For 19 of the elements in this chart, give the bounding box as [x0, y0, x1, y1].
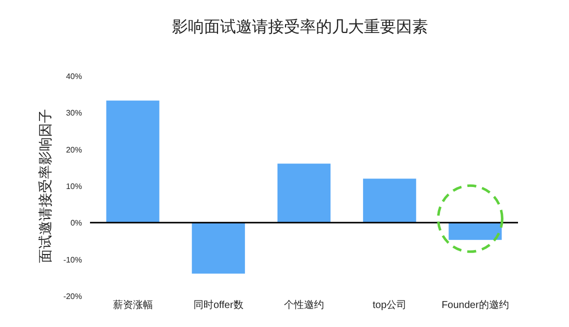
y-tick-label: 10%	[66, 182, 82, 191]
x-tick-label: 同时offer数	[193, 299, 244, 311]
y-axis-title: 面试邀请接受率影响因子	[37, 109, 53, 263]
y-tick-label: 40%	[66, 72, 82, 81]
y-tick-label: -20%	[63, 292, 82, 301]
bar	[106, 100, 160, 223]
y-tick-label: 20%	[66, 145, 82, 154]
bar	[277, 164, 331, 223]
y-tick-label: 30%	[66, 108, 82, 118]
bar	[448, 222, 502, 240]
x-tick-label: Founder的邀约	[442, 299, 509, 311]
chart-title: 影响面试邀请接受率的几大重要因素	[172, 18, 428, 36]
y-tick-label: -10%	[63, 255, 82, 264]
x-tick-label: 薪资涨幅	[112, 299, 153, 311]
x-tick-label: 个性邀约	[284, 299, 324, 311]
y-tick-label: 0%	[70, 218, 82, 228]
bar	[363, 178, 416, 223]
bar	[192, 222, 245, 274]
x-tick-label: top公司	[372, 299, 407, 311]
